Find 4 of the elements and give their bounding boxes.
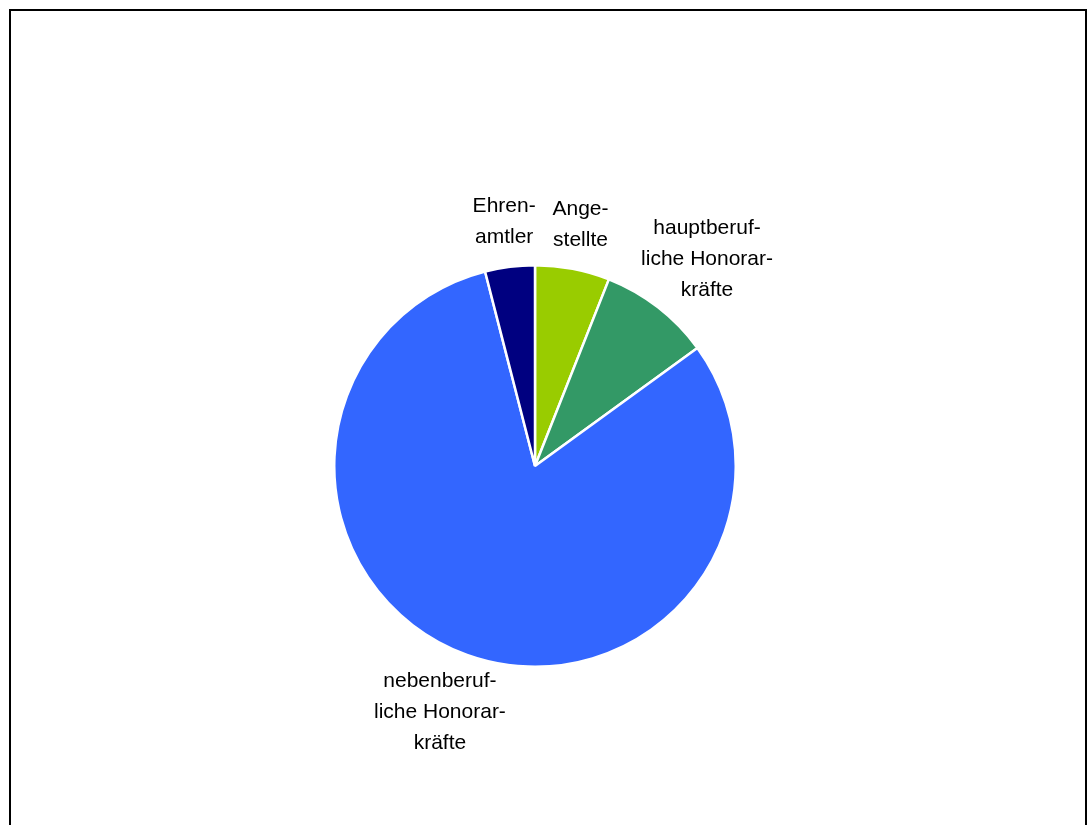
slice-label: nebenberuf- liche Honorar- kräfte [373,667,506,753]
slice-label: hauptberuf- liche Honorar- kräfte [641,215,773,301]
slice-label: Ehren- amtler [472,193,536,248]
slice-label: Ange- stellte [552,195,609,250]
